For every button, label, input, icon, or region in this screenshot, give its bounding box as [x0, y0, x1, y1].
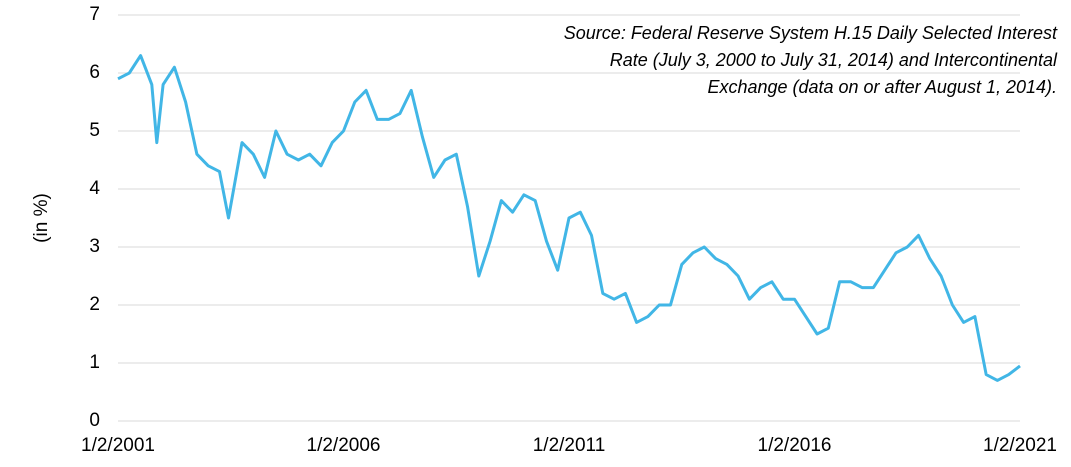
y-tick-label: 0: [89, 410, 100, 431]
y-tick-label: 6: [89, 62, 100, 83]
x-tick-label: 1/2/2001: [81, 435, 155, 456]
x-tick-label: 1/2/2016: [758, 435, 832, 456]
y-tick-label: 7: [89, 4, 100, 25]
y-axis-label: (in %): [31, 193, 52, 243]
y-tick-label: 5: [89, 120, 100, 141]
x-tick-label: 1/2/2021: [983, 435, 1057, 456]
y-tick-label: 1: [89, 352, 100, 373]
y-tick-label: 4: [89, 178, 100, 199]
line-series: [117, 54, 1021, 382]
x-tick-label: 1/2/2011: [533, 435, 606, 456]
annotation: Source: Federal Reserve System H.15 Dail…: [564, 23, 1058, 43]
annotation: Exchange (data on or after August 1, 201…: [707, 77, 1057, 97]
x-tick-label: 1/2/2006: [307, 435, 381, 456]
y-tick-label: 3: [89, 236, 100, 257]
annotation: Rate (July 3, 2000 to July 31, 2014) and…: [610, 50, 1058, 70]
y-tick-label: 2: [89, 294, 100, 315]
